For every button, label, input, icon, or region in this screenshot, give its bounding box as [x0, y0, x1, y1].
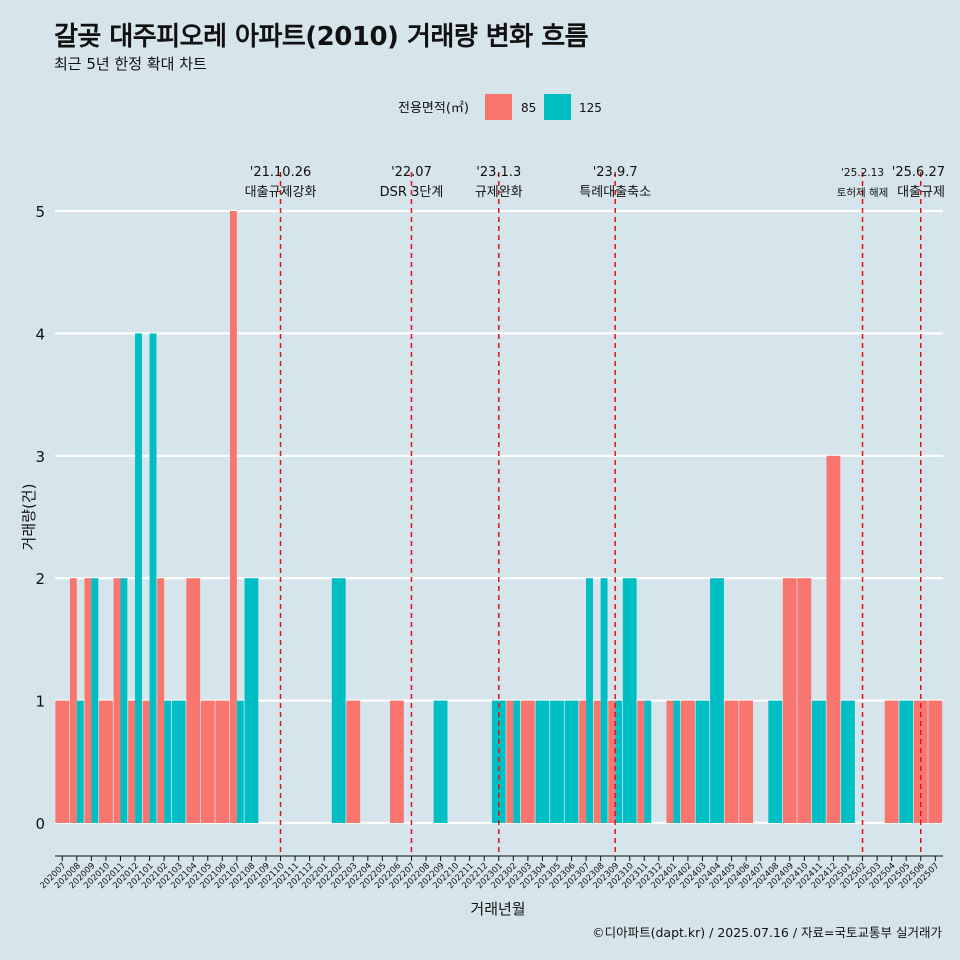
- bar-85: [99, 700, 113, 823]
- bar-125: [164, 700, 172, 823]
- legend-label-85: 85: [521, 101, 536, 115]
- bar-125: [91, 578, 99, 823]
- event-date: '22.07: [391, 165, 432, 180]
- bar-125: [841, 700, 855, 823]
- bar-125: [135, 333, 142, 823]
- bar-85: [390, 700, 404, 823]
- bar-85: [142, 700, 150, 823]
- event-date: '23.1.3: [476, 165, 521, 180]
- legend-swatch-125: [544, 94, 571, 120]
- bar-85: [884, 700, 899, 823]
- event-label: 대출규제강화: [245, 185, 317, 200]
- y-tick-label: 5: [35, 203, 45, 221]
- event-date: '25.6.27: [892, 165, 945, 180]
- bar-125: [622, 578, 637, 823]
- bar-85: [520, 700, 535, 823]
- bar-85: [593, 700, 601, 823]
- bar-125: [600, 578, 608, 823]
- bar-85: [928, 700, 943, 823]
- event-date: '23.9.7: [593, 165, 638, 180]
- legend-title: 전용면적(㎡): [398, 101, 469, 116]
- bar-125: [615, 700, 623, 823]
- bar-85: [346, 700, 361, 823]
- bar-85: [666, 700, 674, 823]
- y-tick-label: 1: [35, 693, 45, 711]
- event-label: DSR 3단계: [380, 185, 444, 200]
- bar-125: [149, 333, 157, 823]
- bar-85: [128, 700, 136, 823]
- bar-125: [811, 700, 826, 823]
- bar-85: [826, 455, 841, 823]
- event-label: 규제완화: [475, 185, 523, 200]
- chart-subtitle: 최근 5년 한정 확대 차트: [54, 55, 207, 73]
- bar-125: [513, 700, 521, 823]
- bar-85: [157, 578, 165, 823]
- source-caption: ©디아파트(dapt.kr) / 2025.07.16 / 자료=국토교통부 실…: [592, 925, 942, 940]
- bar-125: [535, 700, 550, 823]
- bar-85: [724, 700, 739, 823]
- bar-85: [681, 700, 695, 823]
- bar-125: [244, 578, 259, 823]
- bar-85: [506, 700, 514, 823]
- bar-85: [69, 578, 77, 823]
- bar-125: [564, 700, 579, 823]
- y-tick-label: 3: [35, 448, 45, 466]
- legend: 전용면적(㎡) 85 125: [398, 94, 602, 120]
- bar-85: [215, 700, 230, 823]
- bar-85: [84, 578, 92, 823]
- bar-125: [433, 700, 448, 823]
- bar-85: [200, 700, 215, 823]
- bar-85: [186, 578, 201, 823]
- bar-85: [113, 578, 121, 823]
- bar-125: [550, 700, 564, 823]
- bar-85: [739, 700, 754, 823]
- bar-125: [586, 578, 593, 823]
- event-label: 대출규제: [897, 185, 945, 200]
- bar-85: [782, 578, 797, 823]
- bar-85: [608, 700, 616, 823]
- bar-125: [171, 700, 186, 823]
- bar-125: [120, 578, 128, 823]
- bar-85: [229, 211, 237, 823]
- bar-125: [236, 700, 244, 823]
- x-axis: 2020072020082020092020102020112020122021…: [38, 855, 943, 891]
- legend-label-125: 125: [579, 101, 602, 115]
- bars: [55, 211, 943, 823]
- legend-swatch-85: [485, 94, 512, 120]
- event-label: 특례대출축소: [579, 185, 651, 200]
- bar-85: [579, 700, 587, 823]
- bar-125: [673, 700, 681, 823]
- bar-125: [710, 578, 724, 823]
- x-axis-label: 거래년월: [470, 900, 525, 918]
- y-axis: 0 1 2 3 4 5: [35, 203, 45, 833]
- bar-125: [695, 700, 710, 823]
- chart-title: 갈곶 대주피오레 아파트(2010) 거래량 변화 흐름: [54, 22, 589, 52]
- bar-125: [644, 700, 652, 823]
- event-label: 토허제 해제: [837, 186, 889, 199]
- event-date: '25.2.13: [841, 167, 884, 179]
- event-lines: '21.10.26 대출규제강화 '22.07 DSR 3단계 '23.1.3 규제완화 '…: [245, 165, 945, 856]
- bar-85: [797, 578, 812, 823]
- event-date: '21.10.26: [250, 165, 311, 180]
- y-tick-label: 0: [35, 815, 45, 833]
- bar-85: [55, 700, 70, 823]
- bar-125: [899, 700, 914, 823]
- bar-85: [637, 700, 645, 823]
- y-tick-label: 4: [35, 325, 45, 343]
- y-tick-label: 2: [35, 570, 45, 588]
- bar-125: [76, 700, 84, 823]
- bar-125: [768, 700, 783, 823]
- y-axis-label: 거래량(건): [20, 484, 38, 551]
- bar-125: [331, 578, 346, 823]
